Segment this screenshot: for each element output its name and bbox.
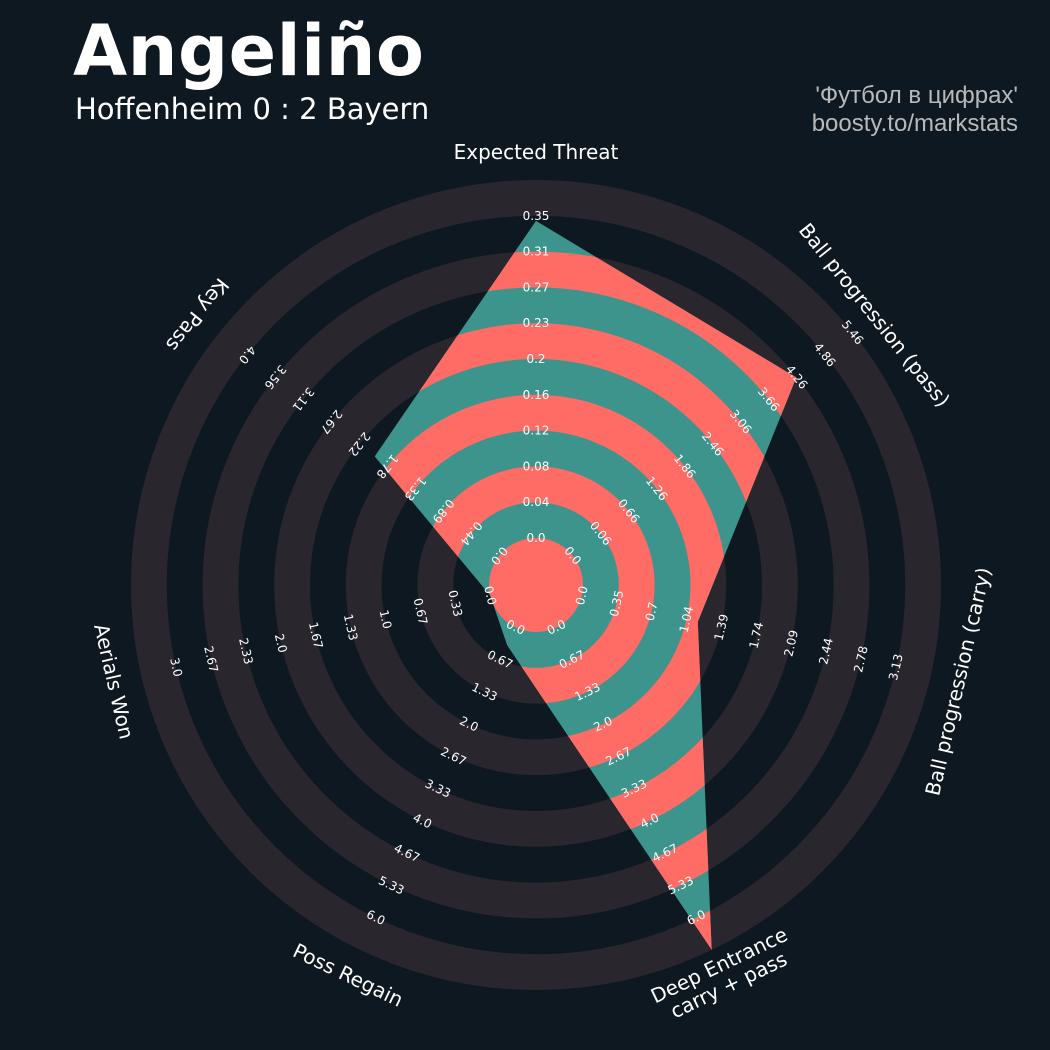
tick-label: 0.67	[411, 597, 431, 626]
tick-label: 0.27	[523, 280, 550, 294]
tick-label: 0.0	[526, 531, 545, 545]
tick-label: 2.33	[236, 637, 256, 666]
tick-label: 1.67	[306, 621, 326, 650]
credit-line-2: boosty.to/markstats	[811, 110, 1018, 137]
tick-label: 0.04	[523, 495, 550, 509]
player-name: Angeliño	[73, 10, 425, 92]
tick-label: 2.67	[201, 645, 221, 674]
tick-label: 0.16	[523, 388, 550, 402]
tick-label: 1.0	[377, 609, 395, 631]
tick-label: 1.33	[341, 613, 361, 642]
match-title: Hoffenheim 0 : 2 Bayern	[75, 92, 430, 126]
tick-label: 0.31	[523, 245, 550, 259]
tick-label: 2.44	[816, 637, 836, 666]
tick-label: 2.78	[851, 645, 871, 674]
tick-label: 0.35	[607, 589, 627, 618]
tick-label: 2.0	[272, 632, 290, 654]
radar-polygon-core	[489, 538, 583, 632]
tick-label: 2.09	[781, 629, 801, 658]
tick-label: 0.0	[573, 585, 591, 607]
axis-label: Aerials Won	[89, 621, 139, 741]
radar-ring	[130, 179, 942, 991]
tick-label: 1.39	[712, 613, 732, 642]
tick-label: 0.0	[481, 585, 499, 607]
axis-label: Expected Threat	[454, 140, 619, 164]
tick-label: 0.33	[445, 589, 465, 618]
tick-label: 1.04	[677, 605, 697, 634]
credit-line-1: 'Футбол в цифрах'	[815, 82, 1018, 109]
tick-label: 0.08	[523, 459, 550, 473]
tick-label: 3.0	[167, 656, 185, 678]
tick-label: 1.74	[746, 621, 766, 650]
tick-label: 0.35	[523, 209, 550, 223]
tick-label: 3.13	[886, 653, 906, 682]
axis-label-line: Expected Threat	[454, 140, 619, 164]
tick-label: 0.23	[523, 316, 550, 330]
tick-label: 0.12	[523, 424, 550, 438]
tick-label: 0.2	[526, 352, 545, 366]
tick-label: 0.7	[643, 601, 661, 623]
axis-label-line: Aerials Won	[89, 621, 139, 741]
